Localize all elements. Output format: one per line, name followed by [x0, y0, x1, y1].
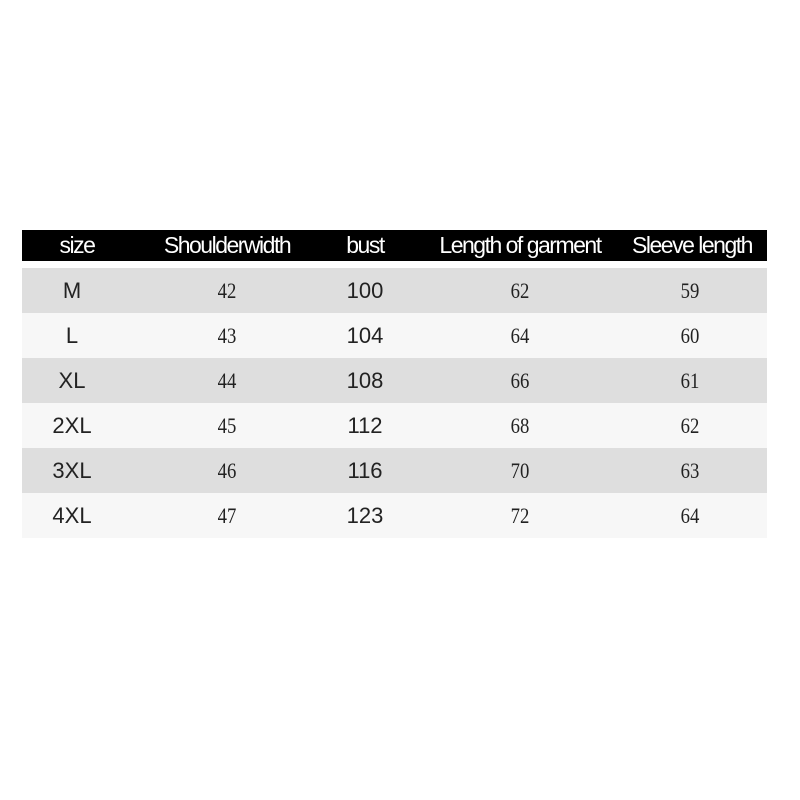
table-cell: 62	[680, 412, 700, 438]
table-header: size Shoulderwidth bust Length of garmen…	[22, 230, 767, 261]
table-cell: 47	[217, 502, 237, 528]
table-cell: 63	[680, 457, 700, 483]
table-cell: 61	[680, 367, 700, 393]
table-cell: 64	[680, 502, 700, 528]
table-cell: 45	[217, 412, 237, 438]
table-cell: 66	[510, 367, 530, 393]
table-row: 3XL 46 116 70 63	[22, 448, 767, 493]
table-cell: 70	[510, 457, 530, 483]
table-cell: 104	[346, 322, 384, 348]
table-row: 2XL 45 112 68 62	[22, 403, 767, 448]
table-cell: 4XL	[52, 502, 92, 528]
table-cell: M	[62, 277, 82, 303]
header-length: Length of garment	[439, 232, 602, 258]
header-sleeve: Sleeve length	[632, 232, 753, 258]
table-cell: 116	[347, 457, 383, 483]
table-cell: 100	[346, 277, 384, 303]
header-shoulder-width: Shoulderwidth	[163, 232, 292, 258]
table-cell: 64	[510, 322, 530, 348]
table-cell: 2XL	[52, 412, 92, 438]
size-chart-table: size Shoulderwidth bust Length of garmen…	[22, 230, 767, 538]
table-cell: 112	[347, 412, 383, 438]
table-cell: 43	[217, 322, 237, 348]
table-cell: 44	[217, 367, 237, 393]
table-cell: 108	[346, 367, 384, 393]
table-row: M 42 100 62 59	[22, 268, 767, 313]
table-row: XL 44 108 66 61	[22, 358, 767, 403]
table-cell: 46	[217, 457, 237, 483]
table-row: L 43 104 64 60	[22, 313, 767, 358]
table-cell: XL	[58, 367, 86, 393]
table-cell: 3XL	[52, 457, 92, 483]
header-size: size	[59, 232, 96, 258]
table-cell: 72	[510, 502, 530, 528]
table-cell: 59	[680, 277, 700, 303]
table-cell: 123	[346, 502, 384, 528]
table-cell: L	[65, 322, 79, 348]
table-cell: 62	[510, 277, 530, 303]
header-bust: bust	[346, 232, 385, 258]
table-cell: 60	[680, 322, 700, 348]
table-cell: 68	[510, 412, 530, 438]
table-row: 4XL 47 123 72 64	[22, 493, 767, 538]
table-cell: 42	[217, 277, 237, 303]
